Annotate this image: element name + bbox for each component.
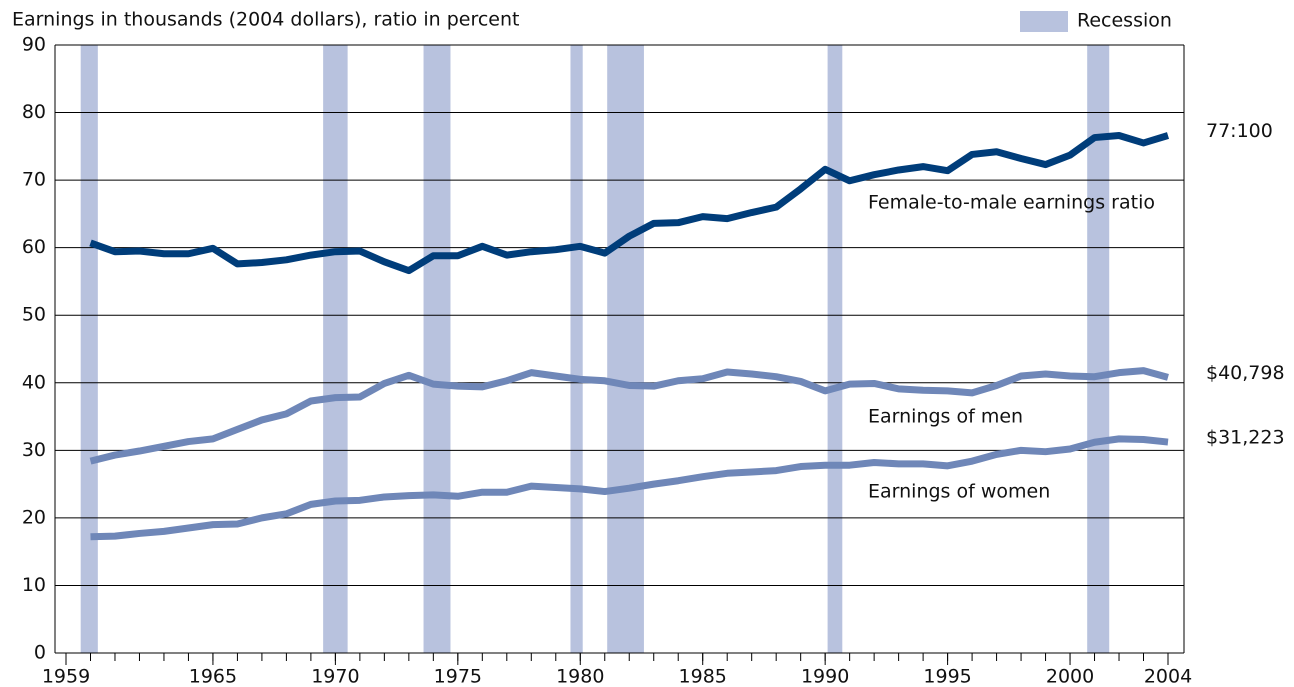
series-label: Earnings of women [868,481,1050,503]
y-tick-label: 40 [22,371,46,393]
legend-swatch [1020,11,1068,32]
end-label: $31,223 [1206,427,1285,449]
y-tick-label: 30 [22,439,46,461]
recession-band [827,45,843,653]
x-tick-label: 1975 [434,666,482,687]
legend-label: Recession [1077,10,1172,32]
y-tick-label: 80 [22,101,46,123]
x-tick-label: 1995 [923,666,971,687]
recession-band [607,45,644,653]
recession-band [1087,45,1110,653]
x-tick-label: 1959 [42,666,90,687]
x-tick-label: 1970 [311,666,359,687]
recession-band [423,45,451,653]
x-tick-label: 1980 [556,666,604,687]
y-tick-label: 60 [22,236,46,258]
end-label: $40,798 [1206,362,1285,384]
y-tick-label: 70 [22,169,46,191]
end-label: 77:100 [1206,120,1273,142]
y-tick-label: 10 [22,574,46,596]
recession-band [570,45,583,653]
y-tick-label: 20 [22,506,46,528]
series-label: Earnings of men [868,406,1023,428]
y-tick-label: 90 [22,34,46,56]
series-line [89,367,1169,465]
series-label: Female-to-male earnings ratio [868,192,1155,214]
recession-band [323,45,348,653]
recession-band [80,45,98,653]
x-tick-label: 2000 [1046,666,1094,687]
x-tick-label: 2004 [1144,666,1192,687]
y-axis-label: Earnings in thousands (2004 dollars), ra… [12,9,519,31]
x-tick-label: 1985 [679,666,727,687]
series-line [89,132,1170,275]
y-tick-label: 0 [34,642,46,664]
x-tick-label: 1965 [189,666,237,687]
y-tick-label: 50 [22,304,46,326]
x-tick-label: 1990 [801,666,849,687]
series-line [90,435,1169,541]
